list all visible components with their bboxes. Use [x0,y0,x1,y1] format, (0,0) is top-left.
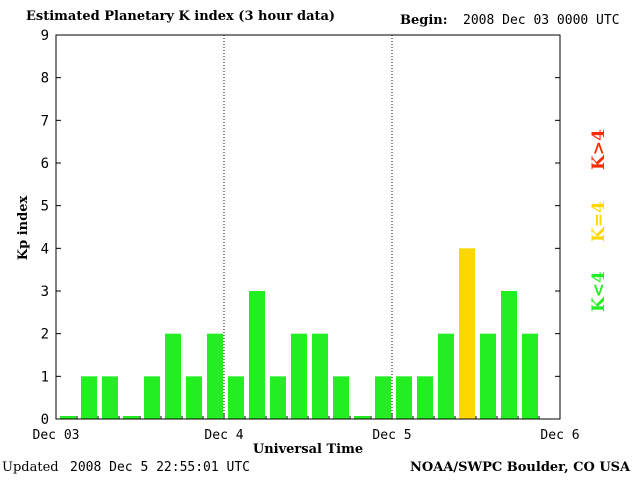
kp-bar [102,376,118,419]
y-tick-label: 6 [41,156,49,172]
kp-bar [522,333,538,419]
y-tick-label: 0 [41,412,49,428]
kp-bar [81,376,97,419]
kp-bar [312,333,328,419]
kp-bar [186,376,202,419]
kp-bar [375,376,391,419]
x-axis-label: Universal Time [253,442,363,457]
x-axis-ticks: Dec 03 Dec 4 Dec 5 Dec 6 [33,413,580,443]
credit-text: NOAA/SWPC Boulder, CO USA [410,460,631,475]
kp-bar [144,376,160,419]
bars-group [60,248,538,419]
kp-bar [60,416,76,419]
kp-bar [354,416,370,419]
y-tick-label: 5 [41,199,49,215]
y-tick-label: 3 [41,284,49,300]
day-gridlines [223,35,393,419]
begin-label: Begin: [400,13,448,28]
x-tick-label: Dec 5 [372,428,411,443]
begin-value: 2008 Dec 03 0000 UTC [463,13,620,28]
legend-k-less-4: K<4 [589,271,609,312]
kp-bar [459,248,475,419]
kp-bar [480,333,496,419]
legend-k-equal-4: K=4 [589,201,609,242]
y-axis-label: Kp index [16,196,31,261]
chart-title: Estimated Planetary K index (3 hour data… [26,9,336,24]
legend-k-greater-4: K>4 [589,129,609,170]
y-tick-label: 7 [41,113,49,129]
y-tick-label: 9 [41,28,49,44]
x-tick-label: Dec 6 [540,428,579,443]
kp-bar [249,291,265,419]
y-tick-label: 1 [41,369,49,385]
kp-bar [501,291,517,419]
kp-bar [396,376,412,419]
kp-bar [438,333,454,419]
updated-label: Updated [2,460,59,475]
kp-bar [417,376,433,419]
kp-bar [123,416,139,419]
kp-bar [165,333,181,419]
y-tick-label: 2 [41,327,49,343]
updated-value: 2008 Dec 5 22:55:01 UTC [70,460,251,475]
y-tick-label: 4 [41,241,49,257]
kp-bar [207,333,223,419]
kp-bar [333,376,349,419]
kp-bar [270,376,286,419]
kp-bar [228,376,244,419]
y-tick-label: 8 [41,71,49,87]
y-axis-ticks: 0 1 2 3 4 5 6 7 8 9 [41,28,560,428]
x-tick-label: Dec 4 [204,428,243,443]
kp-bar [291,333,307,419]
x-tick-label: Dec 03 [33,428,80,443]
